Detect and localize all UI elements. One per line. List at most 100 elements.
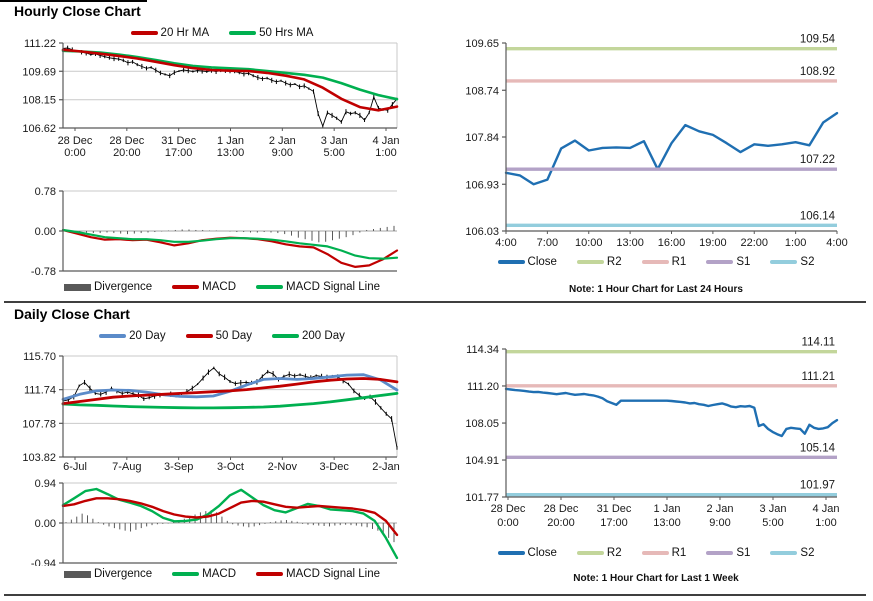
legend-label: S1 (736, 256, 751, 268)
svg-text:9:00: 9:00 (272, 147, 293, 159)
svg-text:103.82: 103.82 (22, 452, 56, 464)
legend-label: S2 (800, 547, 815, 559)
hourly-macd-chart: 0.78 0.00 -0.78 (8, 178, 436, 278)
legend-label: S1 (736, 547, 751, 559)
svg-text:4:00: 4:00 (826, 237, 847, 249)
legend-line-swatch (641, 551, 669, 555)
legend-label: 50 Day (215, 330, 253, 342)
legend-label: Close (527, 256, 557, 268)
svg-text:115.70: 115.70 (23, 351, 56, 363)
svg-text:9:00: 9:00 (709, 517, 730, 529)
legend-line-swatch (99, 334, 127, 338)
legend-item-macd: MACD (172, 281, 236, 293)
legend-label: Divergence (93, 281, 153, 293)
svg-text:0:00: 0:00 (64, 147, 85, 159)
legend-line-swatch (770, 551, 798, 555)
legend-item-close: Close (497, 547, 557, 559)
svg-text:0.78: 0.78 (35, 186, 56, 198)
svg-text:2 Jan: 2 Jan (707, 503, 734, 515)
daily-close-chart: 115.70 111.74 107.78 103.82 6-Jul 7-Aug 3-Sep 3… (8, 350, 436, 476)
svg-text:13:00: 13:00 (616, 237, 644, 249)
svg-text:2-Jan: 2-Jan (372, 461, 400, 473)
legend-item-r2: R2 (576, 547, 622, 559)
svg-text:0.00: 0.00 (35, 518, 56, 530)
legend-item-50-hrs-ma: 50 Hrs MA (229, 27, 313, 39)
legend-item-close: Close (497, 256, 557, 268)
pivot-chart-24h-legend: Close R2 R1 S1 S2 (444, 256, 868, 268)
svg-text:4:00: 4:00 (495, 237, 516, 249)
legend-line-swatch (130, 31, 158, 35)
svg-text:106.93: 106.93 (465, 179, 499, 191)
legend-line-swatch (229, 31, 257, 35)
daily-price-svg: 115.70 111.74 107.78 103.82 6-Jul 7-Aug 3-Sep 3… (22, 351, 400, 473)
hourly-close-chart: 111.22 109.69 108.15 106.62 28 Dec 0:00 28 Dec… (8, 38, 436, 162)
svg-text:31 Dec: 31 Dec (597, 503, 632, 515)
svg-text:28 Dec: 28 Dec (544, 503, 579, 515)
svg-text:0.94: 0.94 (35, 478, 56, 490)
legend-label: MACD (202, 281, 237, 293)
right-bottom-svg: 114.11 111.21 105.14 101.97 114.34 111.20 108.… (465, 337, 839, 529)
svg-text:1 Jan: 1 Jan (217, 135, 244, 147)
pivot-chart-1week-note: Note: 1 Hour Chart for Last 1 Week (573, 573, 739, 584)
svg-text:107.22: 107.22 (800, 154, 835, 166)
legend-label: R1 (671, 547, 687, 559)
svg-text:1:00: 1:00 (375, 147, 396, 159)
legend-label: 20 Hr MA (160, 27, 210, 39)
svg-text:111.74: 111.74 (24, 385, 56, 397)
svg-text:20:00: 20:00 (547, 517, 575, 529)
svg-text:17:00: 17:00 (165, 147, 193, 159)
legend-line-swatch (497, 260, 525, 264)
legend-label: S2 (800, 256, 815, 268)
legend-item-50-day: 50 Day (185, 330, 253, 342)
svg-text:108.74: 108.74 (465, 85, 499, 97)
top-border-segment (0, 0, 147, 2)
legend-item-r2: R2 (576, 256, 622, 268)
svg-text:1:00: 1:00 (785, 237, 806, 249)
legend-item-20-day: 20 Day (99, 330, 166, 342)
svg-text:108.15: 108.15 (22, 95, 56, 107)
svg-text:6-Jul: 6-Jul (63, 461, 87, 473)
svg-text:19:00: 19:00 (699, 237, 727, 249)
svg-text:101.77: 101.77 (465, 492, 499, 504)
svg-text:0:00: 0:00 (497, 517, 518, 529)
daily-macd-chart: 0.94 0.00 -0.94 (8, 474, 436, 566)
svg-text:10:00: 10:00 (575, 237, 603, 249)
legend-item-divergence: Divergence (63, 568, 153, 580)
section-divider (4, 301, 866, 303)
legend-item-macd: MACD (172, 568, 236, 580)
legend-item-20-hr-ma: 20 Hr MA (130, 27, 210, 39)
svg-text:108.92: 108.92 (800, 66, 835, 78)
legend-line-swatch (576, 260, 604, 264)
svg-text:3-Oct: 3-Oct (217, 461, 244, 473)
svg-text:107.84: 107.84 (465, 132, 499, 144)
legend-line-swatch (770, 260, 798, 264)
legend-line-swatch (576, 551, 604, 555)
hourly-price-legend: 20 Hr MA 50 Hrs MA (8, 27, 436, 39)
svg-text:31 Dec: 31 Dec (161, 135, 196, 147)
svg-text:1:00: 1:00 (815, 517, 836, 529)
pivot-chart-24h: 109.54 108.92 107.22 106.14 109.65 108.74 107.… (444, 24, 868, 256)
svg-text:104.91: 104.91 (465, 455, 499, 467)
legend-item-s1: S1 (706, 256, 750, 268)
svg-text:109.54: 109.54 (800, 34, 836, 46)
svg-text:106.62: 106.62 (22, 123, 56, 135)
legend-line-swatch (185, 334, 213, 338)
svg-text:106.03: 106.03 (465, 226, 499, 238)
legend-item-divergence: Divergence (63, 281, 153, 293)
pivot-chart-1week: 114.11 111.21 105.14 101.97 114.34 111.20 108.… (444, 330, 868, 534)
legend-line-swatch (172, 572, 200, 576)
legend-label: Divergence (93, 568, 153, 580)
svg-text:3 Jan: 3 Jan (760, 503, 787, 515)
legend-label: 20 Day (129, 330, 166, 342)
legend-line-swatch (172, 285, 200, 289)
pivot-chart-24h-note: Note: 1 Hour Chart for Last 24 Hours (569, 284, 743, 295)
legend-label: 200 Day (302, 330, 345, 342)
svg-text:13:00: 13:00 (653, 517, 681, 529)
legend-label: 50 Hrs MA (259, 27, 314, 39)
legend-item-s1: S1 (706, 547, 750, 559)
svg-text:114.11: 114.11 (802, 337, 835, 349)
legend-label: R1 (671, 256, 687, 268)
svg-text:105.14: 105.14 (800, 442, 836, 454)
svg-text:28 Dec: 28 Dec (109, 135, 144, 147)
